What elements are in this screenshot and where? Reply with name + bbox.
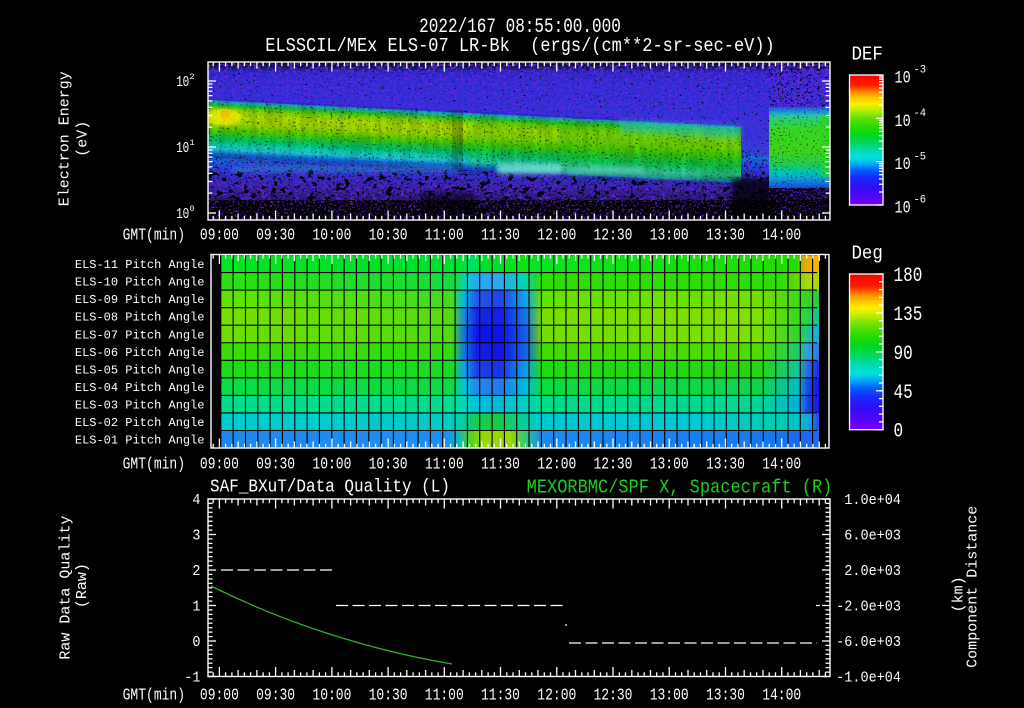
svg-text:ELS-11 Pitch Angle: ELS-11 Pitch Angle	[75, 258, 205, 272]
svg-text:10: 10	[895, 155, 911, 175]
svg-text:-4: -4	[914, 108, 927, 120]
svg-text:13:30: 13:30	[706, 225, 745, 245]
svg-text:2: 2	[192, 563, 200, 580]
svg-text:0: 0	[192, 634, 200, 651]
svg-text:11:30: 11:30	[481, 225, 520, 245]
svg-text:11:30: 11:30	[481, 454, 520, 474]
svg-text:14:00: 14:00	[762, 454, 801, 474]
svg-text:ELS-05 Pitch Angle: ELS-05 Pitch Angle	[75, 363, 205, 377]
svg-text:(km): (km)	[951, 576, 968, 612]
svg-text:10:30: 10:30	[369, 454, 408, 474]
svg-text:DEF: DEF	[851, 44, 882, 66]
svg-text:13:00: 13:00	[650, 685, 689, 705]
svg-text:13:30: 13:30	[706, 685, 745, 705]
svg-text:ELS-04 Pitch Angle: ELS-04 Pitch Angle	[75, 381, 205, 395]
svg-text:ELS-01 Pitch Angle: ELS-01 Pitch Angle	[75, 434, 205, 448]
svg-text:6.0e+03: 6.0e+03	[844, 528, 901, 545]
svg-text:09:30: 09:30	[256, 225, 295, 245]
svg-text:0: 0	[894, 421, 904, 443]
svg-text:-1.0e+04: -1.0e+04	[836, 670, 901, 687]
svg-text:10:00: 10:00	[312, 685, 351, 705]
svg-text:10:30: 10:30	[369, 685, 408, 705]
svg-text:12:00: 12:00	[537, 225, 576, 245]
svg-text:ELSSCIL/MEx ELS-07 LR-Bk (erg: ELSSCIL/MEx ELS-07 LR-Bk (ergs/(cm**2-sr…	[265, 36, 774, 57]
svg-text:09:30: 09:30	[256, 685, 295, 705]
svg-text:Electron Energy: Electron Energy	[57, 71, 74, 206]
svg-text:10: 10	[176, 74, 189, 91]
svg-text:11:00: 11:00	[425, 454, 464, 474]
svg-text:11:00: 11:00	[425, 225, 464, 245]
svg-text:12:30: 12:30	[594, 685, 633, 705]
svg-text:11:30: 11:30	[481, 685, 520, 705]
svg-text:12:00: 12:00	[537, 685, 576, 705]
svg-text:Raw Data Quality: Raw Data Quality	[58, 516, 75, 660]
svg-text:2.0e+03: 2.0e+03	[844, 563, 901, 580]
svg-text:09:00: 09:00	[200, 225, 239, 245]
svg-text:-1: -1	[184, 670, 200, 687]
svg-text:180: 180	[894, 266, 923, 288]
svg-text:135: 135	[894, 304, 923, 326]
svg-text:13:30: 13:30	[706, 454, 745, 474]
svg-text:-3: -3	[914, 65, 927, 77]
svg-text:(eV): (eV)	[75, 121, 92, 157]
svg-text:10:00: 10:00	[312, 225, 351, 245]
svg-text:11:00: 11:00	[425, 685, 464, 705]
svg-text:1.0e+04: 1.0e+04	[844, 492, 901, 509]
svg-text:ELS-06 Pitch Angle: ELS-06 Pitch Angle	[75, 346, 205, 360]
svg-text:GMT(min): GMT(min)	[123, 685, 185, 705]
svg-text:10: 10	[176, 140, 189, 157]
svg-text:Component Distance: Component Distance	[965, 506, 982, 668]
svg-text:-6.0e+03: -6.0e+03	[836, 634, 901, 651]
svg-text:ELS-03 Pitch Angle: ELS-03 Pitch Angle	[75, 398, 205, 412]
svg-text:45: 45	[894, 382, 913, 404]
svg-text:12:30: 12:30	[594, 225, 633, 245]
svg-text:1: 1	[192, 599, 200, 616]
svg-text:SAF_BXuT/Data Quality (L): SAF_BXuT/Data Quality (L)	[210, 478, 450, 498]
svg-text:09:00: 09:00	[200, 454, 239, 474]
svg-text:10:00: 10:00	[312, 454, 351, 474]
svg-text:10: 10	[895, 68, 911, 88]
svg-text:13:00: 13:00	[650, 454, 689, 474]
svg-text:12:30: 12:30	[594, 454, 633, 474]
svg-text:ELS-10 Pitch Angle: ELS-10 Pitch Angle	[75, 276, 205, 290]
svg-text:GMT(min): GMT(min)	[123, 454, 185, 474]
svg-text:0: 0	[190, 204, 195, 214]
svg-text:14:00: 14:00	[762, 225, 801, 245]
svg-text:90: 90	[894, 343, 913, 365]
svg-text:3: 3	[192, 528, 200, 545]
svg-text:ELS-02 Pitch Angle: ELS-02 Pitch Angle	[75, 416, 205, 430]
svg-text:12:00: 12:00	[537, 454, 576, 474]
svg-text:-5: -5	[914, 151, 927, 163]
svg-text:09:00: 09:00	[200, 685, 239, 705]
svg-text:13:00: 13:00	[650, 225, 689, 245]
svg-text:2022/167 08:55:00.000: 2022/167 08:55:00.000	[419, 16, 621, 38]
svg-text:10: 10	[895, 111, 911, 131]
svg-text:4: 4	[192, 492, 200, 509]
svg-text:(Raw): (Raw)	[74, 563, 91, 608]
svg-text:ELS-07 Pitch Angle: ELS-07 Pitch Angle	[75, 328, 205, 342]
svg-text:2: 2	[190, 72, 195, 82]
svg-text:09:30: 09:30	[256, 454, 295, 474]
svg-text:10:30: 10:30	[369, 225, 408, 245]
svg-text:-2.0e+03: -2.0e+03	[836, 599, 901, 616]
svg-text:1: 1	[190, 138, 195, 148]
svg-text:GMT(min): GMT(min)	[123, 225, 185, 245]
svg-text:10: 10	[176, 206, 189, 223]
svg-text:14:00: 14:00	[762, 685, 801, 705]
svg-text:-6: -6	[914, 195, 927, 207]
svg-text:ELS-08 Pitch Angle: ELS-08 Pitch Angle	[75, 311, 205, 325]
svg-text:ELS-09 Pitch Angle: ELS-09 Pitch Angle	[75, 293, 205, 307]
svg-text:Deg: Deg	[851, 243, 882, 265]
svg-text:MEXORBMC/SPF X, Spacecraft (R): MEXORBMC/SPF X, Spacecraft (R)	[527, 478, 833, 499]
svg-text:10: 10	[895, 198, 911, 218]
